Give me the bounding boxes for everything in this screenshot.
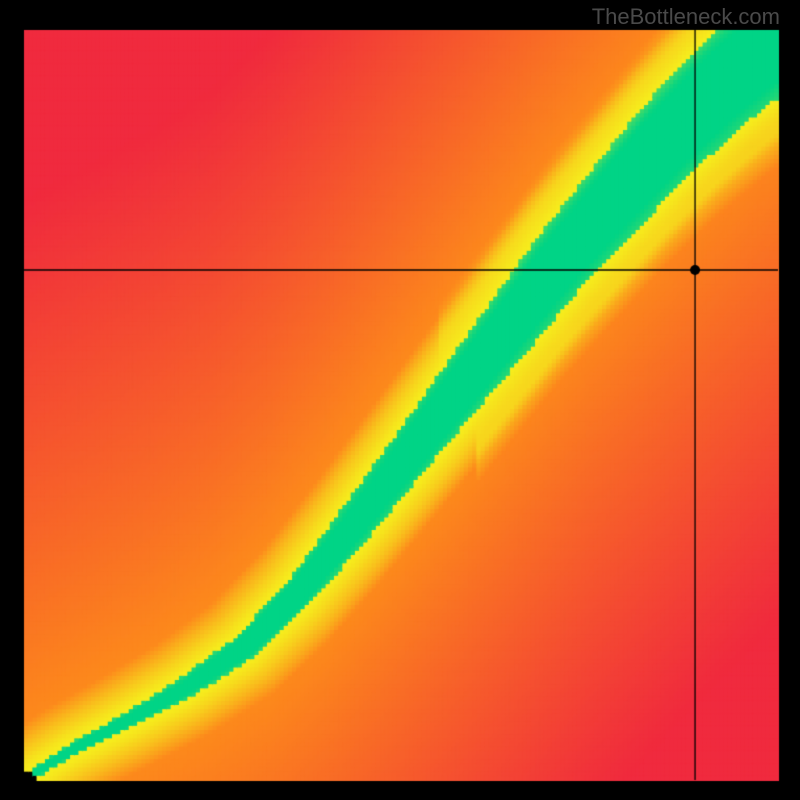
- bottleneck-heatmap: [0, 0, 800, 800]
- attribution-label: TheBottleneck.com: [592, 4, 780, 30]
